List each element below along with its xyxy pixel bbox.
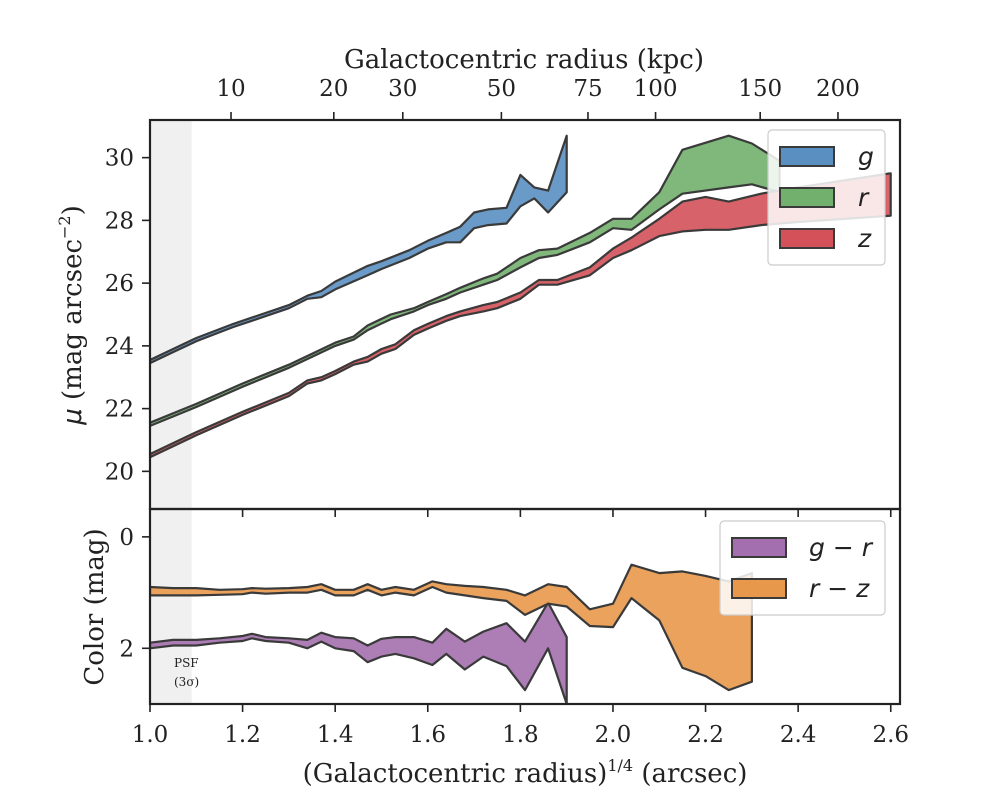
legend-swatch — [779, 228, 835, 249]
top-tick-label: 150 — [738, 76, 782, 102]
y-tick-label: 26 — [105, 271, 134, 297]
y-tick-label: 0 — [119, 525, 134, 551]
y-axis-title-bottom: Color (mag) — [80, 528, 110, 685]
top-tick-label: 75 — [573, 76, 602, 102]
x-tick-label: 2.4 — [780, 722, 817, 748]
legend-label: r — [858, 183, 870, 212]
legend-label: r − z — [809, 574, 870, 603]
legend-label: z — [857, 224, 872, 253]
psf-label-sigma: (3σ) — [174, 675, 199, 689]
top-tick-label: 100 — [634, 76, 678, 102]
top-tick-label: 10 — [216, 76, 245, 102]
x-tick-label: 1.4 — [317, 722, 354, 748]
y-tick-label: 22 — [105, 397, 134, 423]
y-axis-title-text: (mag arcsec — [58, 239, 88, 408]
top-tick-label: 200 — [816, 76, 860, 102]
x-tick-label: 1.8 — [502, 722, 539, 748]
series-band-color-1 — [150, 563, 754, 692]
top-tick-label: 30 — [388, 76, 417, 102]
legend-surface-brightness: grz — [767, 129, 886, 266]
x-axis-title: (Galactocentric radius)1/4 (arcsec) — [303, 756, 748, 789]
psf-region-bottom — [150, 509, 192, 704]
top-tick-label: 20 — [319, 76, 348, 102]
axis-ticks: 1.0 1.2 1.4 1.6 1.8 2.0 2.2 2.4 2.610 20 30 50 75 100… — [105, 76, 909, 748]
x-axis-title-unit: (arcsec) — [633, 759, 747, 789]
legend-swatch — [731, 537, 787, 558]
x-axis-title-sup: 1/4 — [607, 756, 633, 775]
y-axis-title-symbol: μ — [58, 408, 88, 426]
top-axis-title: Galactocentric radius (kpc) — [344, 45, 704, 75]
x-tick-label: 2.0 — [595, 722, 632, 748]
x-tick-label: 1.0 — [132, 722, 169, 748]
legend-label: g — [858, 142, 874, 171]
legend-swatch — [731, 578, 787, 599]
top-tick-label: 50 — [487, 76, 516, 102]
x-tick-label: 1.6 — [409, 722, 446, 748]
bottom-panel-frame — [148, 507, 902, 706]
legend-color: g − r r − z — [719, 520, 886, 616]
y-axis-title-top: μ (mag arcsec−2) — [55, 205, 88, 426]
color-series — [150, 563, 754, 704]
legend-swatch — [779, 187, 835, 208]
y-tick-label: 2 — [119, 636, 134, 662]
y-axis-title-close: ) — [58, 205, 88, 215]
y-tick-label: 20 — [105, 459, 134, 485]
y-axis-title-sup: −2 — [55, 215, 74, 239]
x-tick-label: 1.2 — [224, 722, 261, 748]
x-axis-title-main: (Galactocentric radius) — [303, 759, 608, 789]
y-tick-label: 28 — [105, 208, 134, 234]
series-band-color-0 — [150, 601, 568, 704]
y-tick-label: 30 — [105, 146, 134, 172]
x-tick-label: 2.2 — [687, 722, 724, 748]
series-band-surface-brightness-0 — [150, 134, 568, 365]
legend-label: g − r — [809, 533, 874, 562]
legend-swatch — [779, 146, 835, 167]
series-band-surface-brightness-1 — [150, 134, 781, 427]
psf-label: PSF — [174, 656, 199, 670]
y-tick-label: 24 — [105, 334, 134, 360]
x-tick-label: 2.6 — [872, 722, 909, 748]
